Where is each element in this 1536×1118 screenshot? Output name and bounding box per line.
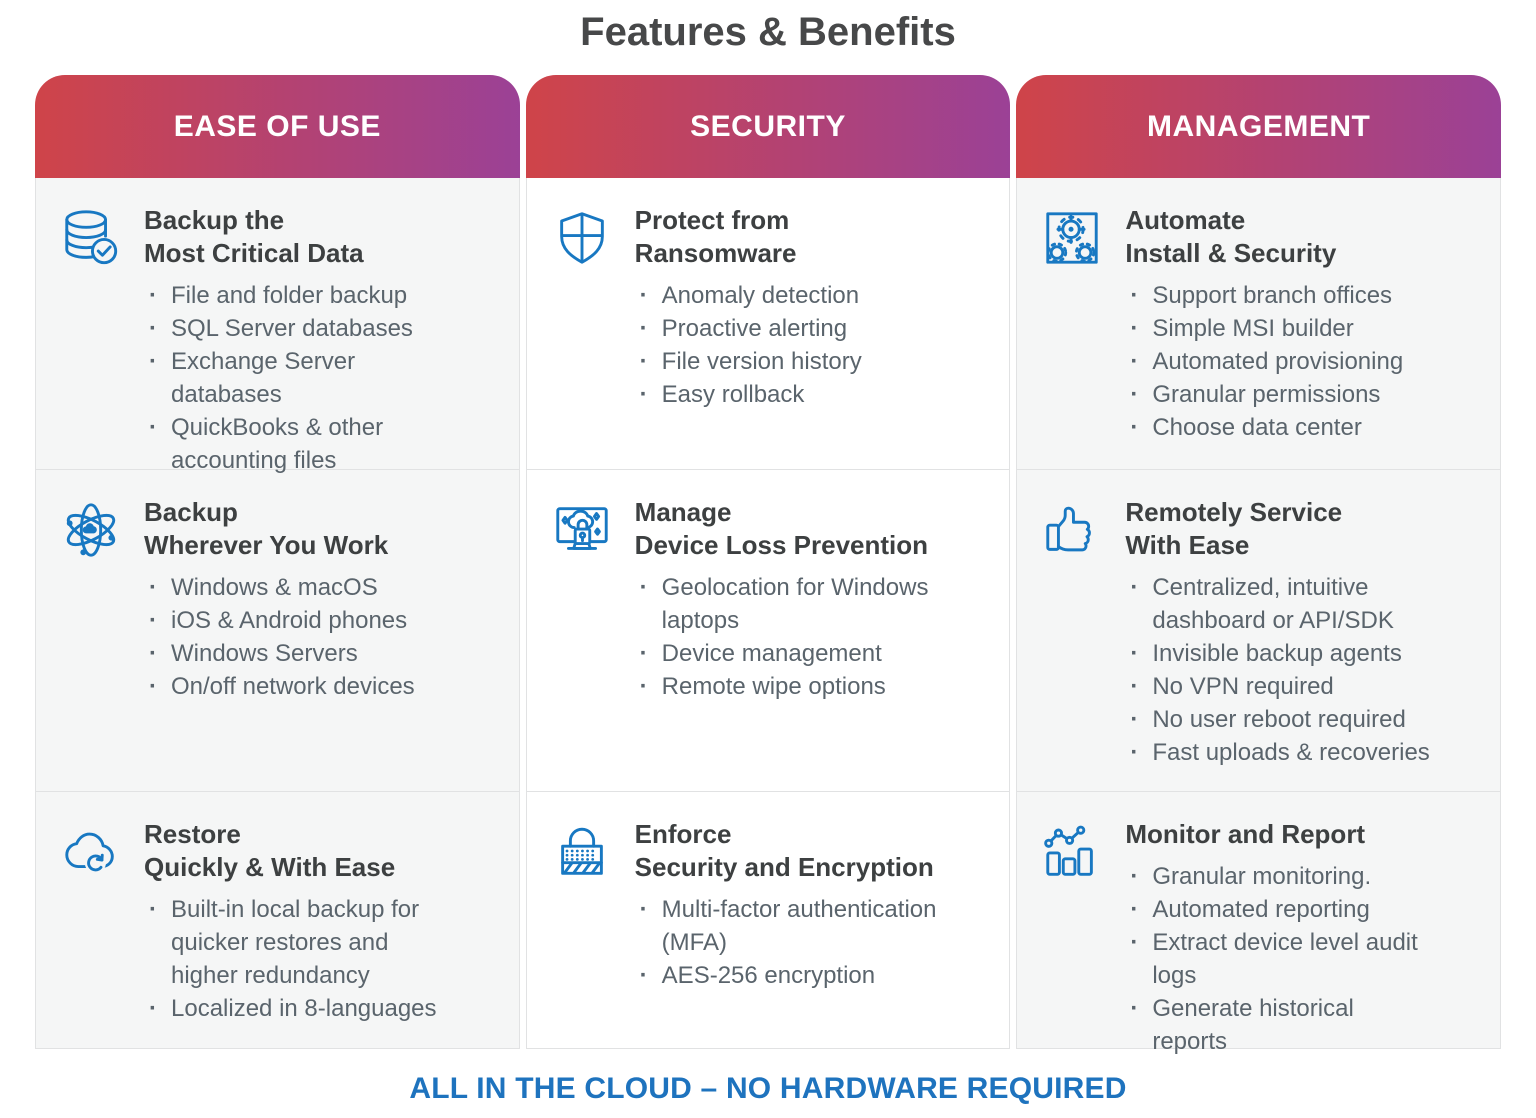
bullet-item: Invisible backup agents [1125, 637, 1432, 670]
monitor-report-icon [1041, 818, 1105, 888]
feature-cell-protect-ransomware: Protect from Ransomware Anomaly detectio… [526, 178, 1010, 469]
column-body: Automate Install & Security Support bran… [1016, 178, 1502, 1055]
cell-content: Protect from Ransomware Anomaly detectio… [635, 204, 986, 411]
bullet-item: Extract device level audit logs [1125, 926, 1432, 992]
cell-content: Monitor and Report Granular monitoring. … [1125, 818, 1476, 1058]
column-header-ease-of-use: EASE OF USE [35, 75, 520, 178]
page-title: Features & Benefits [580, 10, 956, 54]
column-header-management: MANAGEMENT [1016, 75, 1502, 178]
feature-title: Manage Device Loss Prevention [634, 497, 929, 560]
cell-content: Manage Device Loss Prevention Geolocatio… [635, 496, 986, 703]
bullet-item: Exchange Server databases [144, 345, 451, 411]
bullet-item: No VPN required [1125, 670, 1432, 703]
column-body: Backup the Most Critical Data File and f… [35, 178, 520, 1049]
cell-content: Restore Quickly & With Ease Built-in loc… [144, 818, 495, 1025]
feature-title: Automate Install & Security [1125, 205, 1337, 268]
cell-content: Backup the Most Critical Data File and f… [144, 204, 495, 477]
bullet-item: Geolocation for Windows laptops [635, 571, 942, 637]
bullet-item: iOS & Android phones [144, 604, 451, 637]
feature-bullets: Anomaly detection Proactive alerting Fil… [635, 279, 942, 411]
bullet-item: Easy rollback [635, 378, 942, 411]
cell-content: Enforce Security and Encryption Multi-fa… [635, 818, 986, 992]
bullet-item: Proactive alerting [635, 312, 942, 345]
feature-title: Remotely Service With Ease [1125, 497, 1343, 560]
device-monitor-lock-icon [551, 496, 615, 566]
column-body: Protect from Ransomware Anomaly detectio… [525, 178, 1011, 1049]
column-security: SECURITY Protect from Ransomware [525, 75, 1011, 1049]
bullet-item: Anomaly detection [635, 279, 942, 312]
bullet-item: Remote wipe options [635, 670, 942, 703]
bullet-item: On/off network devices [144, 670, 451, 703]
bullet-item: Windows Servers [144, 637, 451, 670]
bullet-item: AES-256 encryption [635, 959, 942, 992]
bullet-item: Support branch offices [1125, 279, 1432, 312]
bullet-item: Automated provisioning [1125, 345, 1432, 378]
bullet-item: No user reboot required [1125, 703, 1432, 736]
feature-bullets: Built-in local backup for quicker restor… [144, 893, 451, 1025]
feature-cell-automate-install: Automate Install & Security Support bran… [1017, 178, 1501, 469]
feature-bullets: Windows & macOS iOS & Android phones Win… [144, 571, 451, 703]
bullet-item: Granular monitoring. [1125, 860, 1432, 893]
lock-encryption-icon [551, 818, 615, 888]
bullet-item: Simple MSI builder [1125, 312, 1432, 345]
cell-content: Automate Install & Security Support bran… [1125, 204, 1476, 444]
bullet-item: Fast uploads & recoveries [1125, 736, 1432, 769]
bullet-item: Automated reporting [1125, 893, 1432, 926]
bullet-item: Localized in 8-languages [144, 992, 451, 1025]
bullet-item: Built-in local backup for quicker restor… [144, 893, 451, 992]
column-header-security: SECURITY [525, 75, 1011, 178]
feature-title: Restore Quickly & With Ease [144, 819, 396, 882]
feature-title: Backup the Most Critical Data [144, 205, 364, 268]
feature-cell-device-loss-prevention: Manage Device Loss Prevention Geolocatio… [526, 469, 1010, 791]
feature-title: Backup Wherever You Work [144, 497, 389, 560]
column-management: MANAGEMENT [1016, 75, 1502, 1055]
feature-cell-monitor-report: Monitor and Report Granular monitoring. … [1017, 791, 1501, 1055]
feature-cell-restore-quickly: Restore Quickly & With Ease Built-in loc… [36, 791, 519, 1048]
feature-cell-security-encryption: Enforce Security and Encryption Multi-fa… [526, 791, 1010, 1048]
atom-icon [60, 496, 124, 566]
feature-cell-remotely-service: Remotely Service With Ease Centralized, … [1017, 469, 1501, 791]
database-check-icon [60, 204, 124, 274]
shield-icon [551, 204, 615, 274]
bullet-item: QuickBooks & other accounting files [144, 411, 451, 477]
bullet-item: Windows & macOS [144, 571, 451, 604]
bullet-item: File and folder backup [144, 279, 451, 312]
features-table: EASE OF USE [35, 75, 1502, 1055]
feature-bullets: Granular monitoring. Automated reporting… [1125, 860, 1432, 1058]
bullet-item: Generate historical reports [1125, 992, 1432, 1058]
thumbs-up-icon [1041, 496, 1105, 566]
cell-content: Remotely Service With Ease Centralized, … [1125, 496, 1476, 769]
cell-content: Backup Wherever You Work Windows & macOS… [144, 496, 495, 703]
bullet-item: File version history [635, 345, 942, 378]
feature-bullets: Support branch offices Simple MSI builde… [1125, 279, 1432, 444]
automation-gears-icon [1041, 204, 1105, 274]
feature-title: Enforce Security and Encryption [634, 819, 934, 882]
feature-title: Protect from Ransomware [634, 205, 797, 268]
column-ease-of-use: EASE OF USE [35, 75, 520, 1049]
feature-bullets: Centralized, intuitive dashboard or API/… [1125, 571, 1432, 769]
feature-bullets: Multi-factor authentication (MFA) AES-25… [635, 893, 942, 992]
bullet-item: SQL Server databases [144, 312, 451, 345]
bullet-item: Granular permissions [1125, 378, 1432, 411]
feature-cell-backup-wherever: Backup Wherever You Work Windows & macOS… [36, 469, 519, 791]
feature-bullets: Geolocation for Windows laptops Device m… [635, 571, 942, 703]
feature-cell-backup-critical-data: Backup the Most Critical Data File and f… [36, 178, 519, 474]
bullet-item: Choose data center [1125, 411, 1432, 444]
feature-bullets: File and folder backup SQL Server databa… [144, 279, 451, 477]
feature-title: Monitor and Report [1125, 819, 1366, 849]
bullet-item: Multi-factor authentication (MFA) [635, 893, 942, 959]
bullet-item: Device management [635, 637, 942, 670]
cloud-restore-icon [60, 818, 124, 888]
bullet-item: Centralized, intuitive dashboard or API/… [1125, 571, 1432, 637]
footer-tagline: ALL IN THE CLOUD – NO HARDWARE REQUIRED [409, 1072, 1127, 1105]
